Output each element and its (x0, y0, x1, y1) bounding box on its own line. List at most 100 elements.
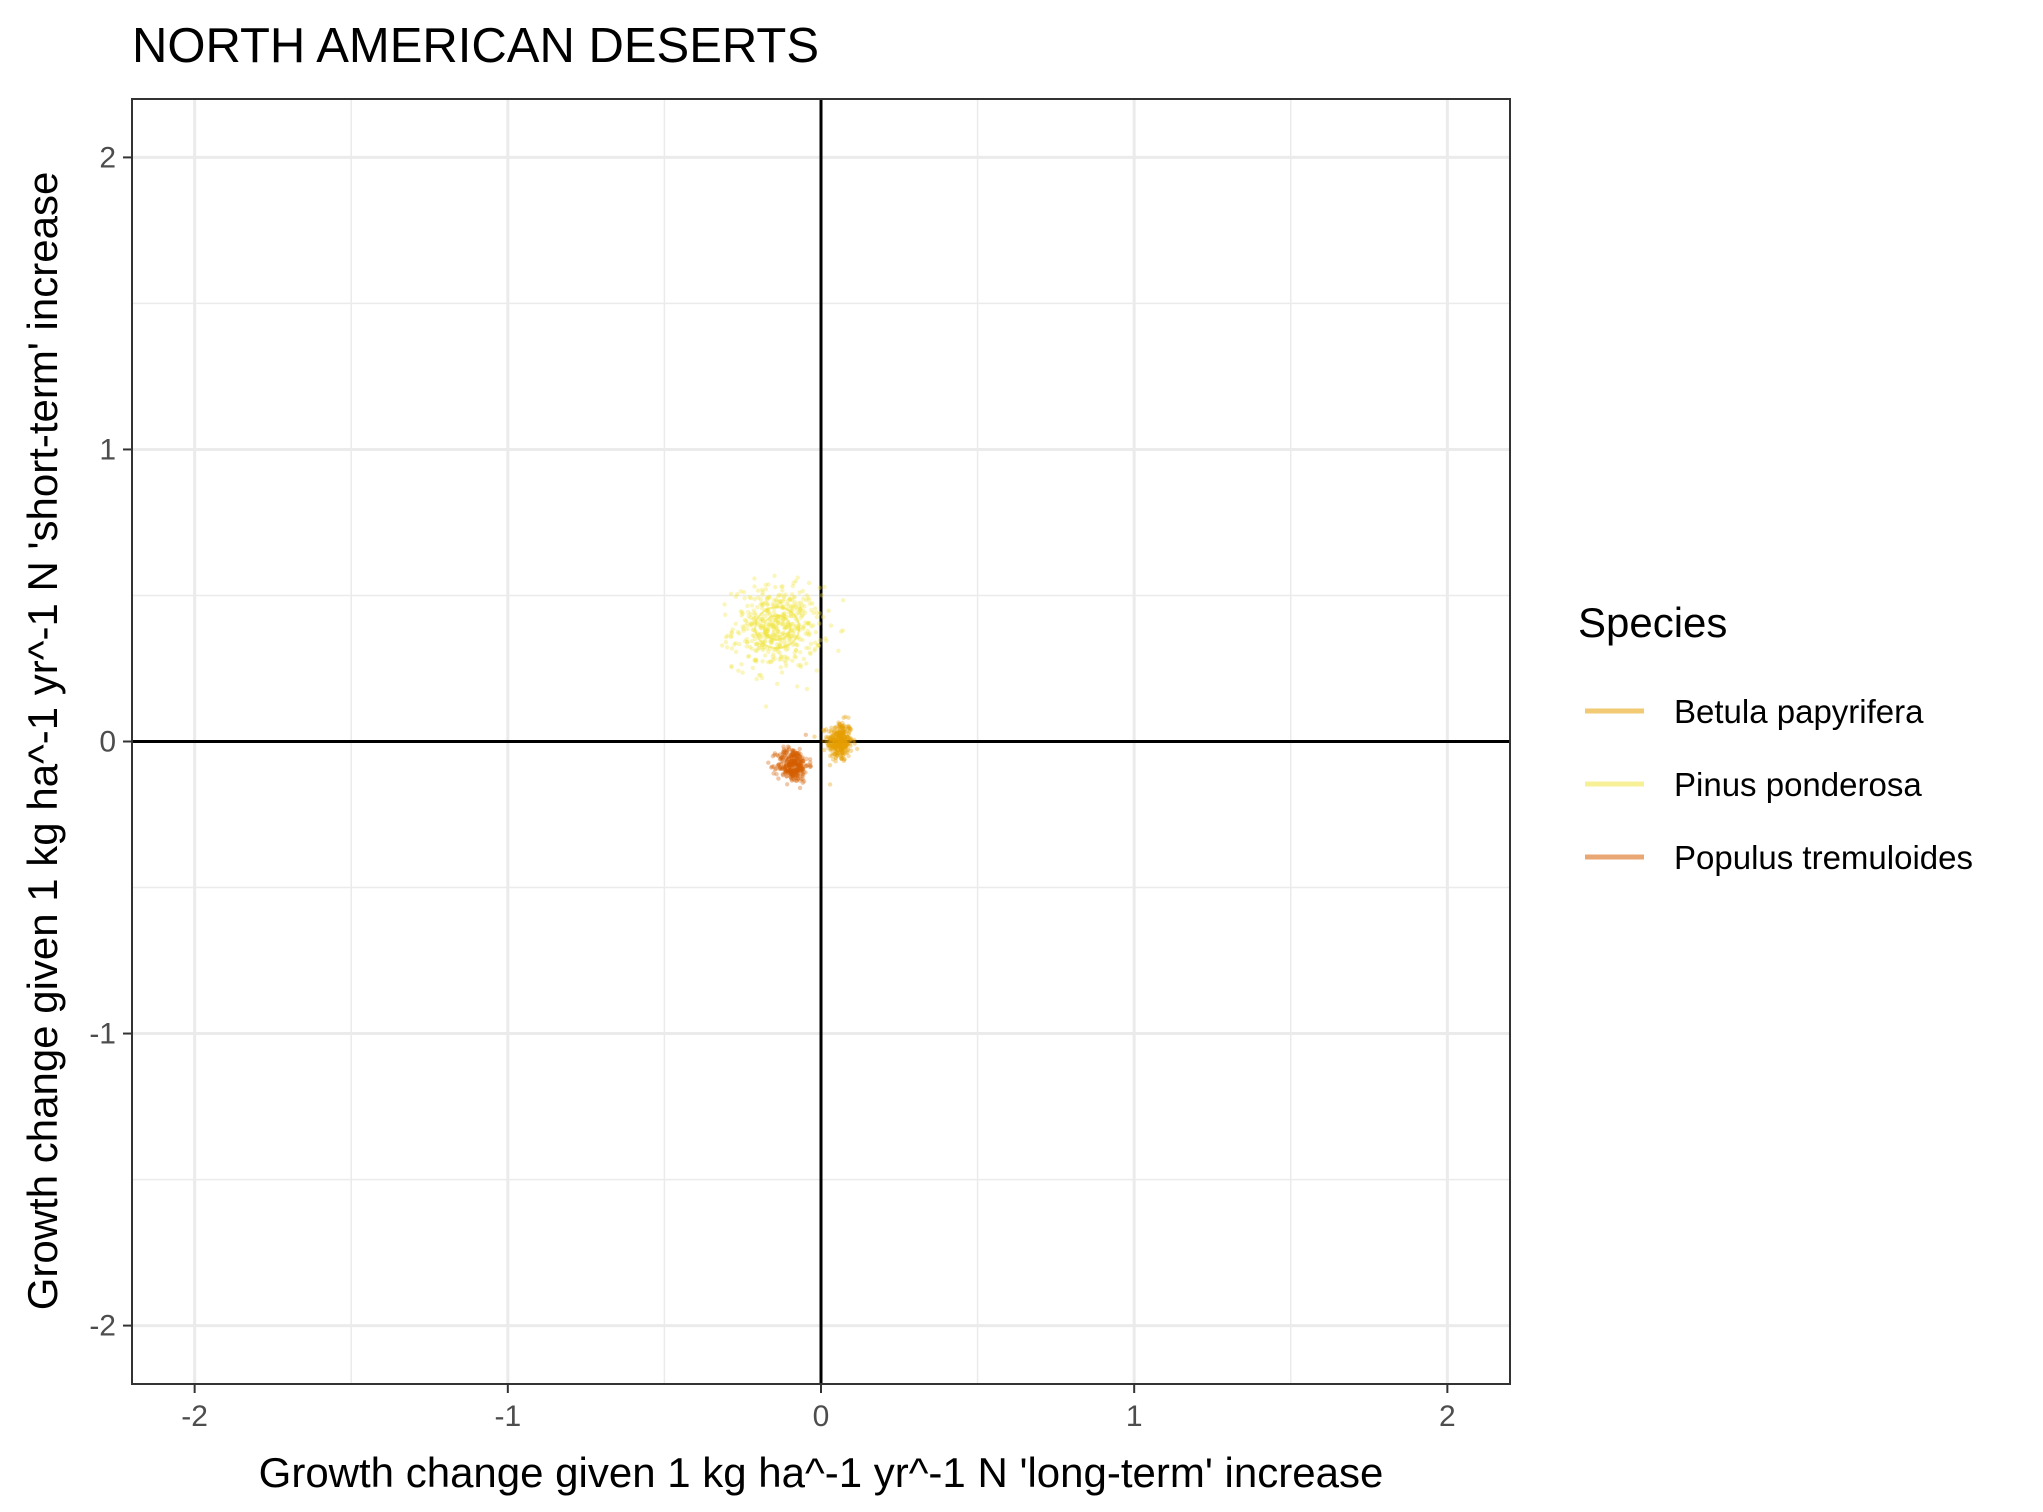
data-point (798, 664, 804, 669)
data-point (790, 751, 795, 757)
data-point (782, 626, 787, 631)
data-point (789, 592, 795, 597)
data-point (785, 646, 790, 652)
data-point (778, 762, 784, 767)
y-tick-label: -2 (89, 1310, 116, 1343)
data-point (782, 610, 787, 616)
data-point (776, 762, 782, 767)
data-point (764, 595, 769, 601)
data-point (848, 737, 853, 742)
data-point (775, 764, 780, 769)
data-point (781, 744, 786, 749)
data-point (775, 629, 781, 634)
data-point (804, 593, 809, 598)
data-point (784, 621, 789, 627)
data-point (806, 632, 812, 638)
data-point (790, 759, 796, 765)
data-point (774, 599, 779, 604)
data-point (772, 767, 778, 772)
data-point (752, 658, 757, 663)
data-point (789, 761, 794, 766)
data-point (839, 751, 844, 756)
data-point (847, 729, 852, 734)
data-point (846, 725, 851, 730)
data-point (782, 625, 787, 630)
data-point (800, 771, 805, 777)
data-point (820, 614, 826, 620)
data-point (750, 627, 755, 632)
data-point (801, 596, 806, 601)
data-point (770, 633, 775, 638)
data-point (729, 664, 734, 669)
x-tick-label: -2 (181, 1400, 208, 1433)
data-point (826, 608, 831, 613)
data-point (743, 623, 748, 628)
data-point (738, 609, 743, 614)
data-point (771, 627, 776, 633)
data-point (768, 617, 773, 623)
data-point (813, 640, 818, 645)
data-point (772, 573, 777, 578)
data-point (759, 635, 764, 640)
legend-label-populus-tremuloides: Populus tremuloides (1674, 839, 1973, 876)
data-point (774, 597, 779, 602)
data-point (741, 628, 746, 633)
series-pinus-ponderosa (719, 573, 846, 709)
data-point (759, 623, 764, 628)
data-point (841, 723, 847, 728)
data-point (780, 621, 785, 627)
data-point (796, 609, 802, 615)
data-point (781, 617, 786, 622)
data-point (766, 760, 771, 765)
data-point (784, 753, 789, 758)
data-point (790, 748, 795, 753)
data-point (745, 603, 750, 609)
data-point (828, 734, 834, 739)
data-point (837, 739, 842, 744)
data-point (782, 770, 787, 775)
data-point (758, 672, 763, 678)
data-point (771, 610, 777, 615)
data-point (773, 632, 778, 637)
data-point (779, 654, 784, 659)
data-point (805, 621, 811, 626)
data-point (729, 664, 734, 670)
data-point (733, 641, 738, 646)
data-point (813, 606, 818, 611)
data-point (780, 766, 785, 772)
y-axis: -2 -1 0 1 2 (89, 141, 132, 1343)
data-point (772, 656, 777, 661)
data-point (840, 723, 845, 729)
data-point (801, 656, 807, 662)
data-point (822, 729, 827, 734)
data-point (754, 657, 759, 662)
data-point (745, 639, 750, 645)
data-point (836, 740, 842, 745)
data-point (800, 758, 806, 764)
data-point (789, 760, 794, 765)
data-point (795, 776, 801, 782)
data-point (782, 638, 787, 644)
data-point (797, 606, 803, 611)
data-point (771, 623, 776, 628)
data-point (765, 626, 771, 632)
data-point (837, 737, 842, 743)
data-point (780, 617, 785, 623)
data-point (749, 622, 754, 627)
data-point (833, 751, 838, 757)
data-point (766, 610, 772, 615)
data-point (834, 752, 839, 758)
data-point (835, 751, 840, 756)
data-point (777, 599, 782, 605)
data-point (765, 627, 770, 632)
data-point (774, 626, 780, 631)
data-point (771, 625, 776, 630)
data-point (847, 741, 853, 746)
data-point (778, 766, 783, 771)
data-point (771, 632, 776, 637)
data-point (760, 647, 766, 653)
data-point (750, 665, 755, 671)
data-point (782, 594, 787, 599)
data-point (744, 618, 749, 624)
data-point (748, 595, 753, 601)
